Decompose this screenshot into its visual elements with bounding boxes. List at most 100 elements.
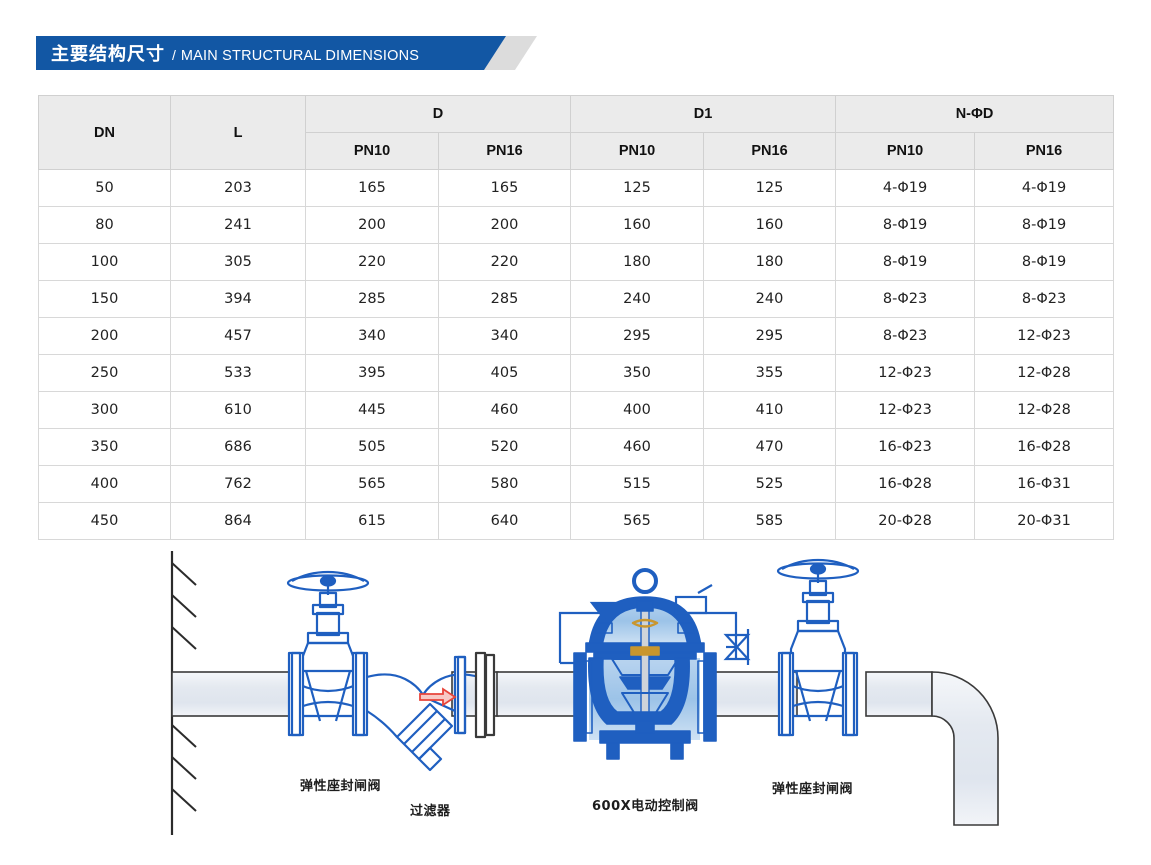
table-cell: 585 bbox=[703, 502, 837, 540]
table-cell: 200 bbox=[38, 317, 171, 355]
table-cell: 580 bbox=[437, 465, 572, 503]
table-cell: 410 bbox=[703, 391, 837, 429]
table-cell: 150 bbox=[38, 280, 171, 318]
table-cell: 762 bbox=[170, 465, 306, 503]
table-cell: 8-Φ23 bbox=[835, 280, 976, 318]
table-row: 350 686 505 520 460 470 16-Φ23 16-Φ28 bbox=[38, 428, 1115, 466]
subheader-nd-pn10: PN10 bbox=[835, 132, 976, 170]
table-cell: 445 bbox=[305, 391, 439, 429]
label-gate-valve-left: 弹性座封闸阀 bbox=[300, 779, 382, 794]
subheader-d-pn10: PN10 bbox=[305, 132, 439, 170]
banner-title-chinese: 主要结构尺寸 bbox=[51, 44, 165, 65]
table-cell: 16-Φ23 bbox=[835, 428, 976, 466]
section-banner: 主要结构尺寸 / MAIN STRUCTURAL DIMENSIONS bbox=[0, 36, 1151, 70]
table-cell: 8-Φ23 bbox=[974, 280, 1115, 318]
table-cell: 125 bbox=[570, 169, 705, 207]
table-cell: 8-Φ19 bbox=[974, 243, 1115, 281]
table-row: 150 394 285 285 240 240 8-Φ23 8-Φ23 bbox=[38, 280, 1115, 318]
table-header-row-sub: PN10 PN16 PN10 PN16 PN10 PN16 bbox=[39, 132, 1115, 170]
table-cell: 180 bbox=[703, 243, 837, 281]
table-row: 50 203 165 165 125 125 4-Φ19 4-Φ19 bbox=[38, 169, 1115, 207]
table-cell: 457 bbox=[170, 317, 306, 355]
table-cell: 515 bbox=[570, 465, 705, 503]
banner-separator: / bbox=[172, 47, 176, 63]
table-cell: 565 bbox=[570, 502, 705, 540]
table-cell: 400 bbox=[38, 465, 171, 503]
table-cell: 450 bbox=[38, 502, 171, 540]
table-cell: 125 bbox=[703, 169, 837, 207]
table-cell: 200 bbox=[437, 206, 572, 244]
table-cell: 4-Φ19 bbox=[974, 169, 1115, 207]
table-cell: 864 bbox=[170, 502, 306, 540]
table-cell: 165 bbox=[437, 169, 572, 207]
table-cell: 533 bbox=[170, 354, 306, 392]
table-body: 50 203 165 165 125 125 4-Φ19 4-Φ19 80 241 200 200 16… bbox=[38, 169, 1115, 540]
table-cell: 220 bbox=[305, 243, 439, 281]
table-cell: 12-Φ23 bbox=[835, 391, 976, 429]
subheader-nd-pn16: PN16 bbox=[974, 132, 1115, 170]
label-gate-valve-right: 弹性座封闸阀 bbox=[772, 782, 854, 797]
table-cell: 686 bbox=[170, 428, 306, 466]
table-cell: 640 bbox=[437, 502, 572, 540]
table-cell: 615 bbox=[305, 502, 439, 540]
table-cell: 525 bbox=[703, 465, 837, 503]
table-cell: 165 bbox=[305, 169, 439, 207]
gate-valve-left bbox=[286, 570, 370, 737]
dimensions-table: DN L D D1 N-ΦD PN10 PN16 PN10 PN16 PN10 … bbox=[38, 95, 1115, 540]
installation-diagram: 弹性座封闸阀 过滤器 600X电动控制阀 弹性座封闸阀 bbox=[0, 535, 1151, 860]
table-cell: 520 bbox=[437, 428, 572, 466]
table-cell: 8-Φ19 bbox=[974, 206, 1115, 244]
table-cell: 8-Φ23 bbox=[835, 317, 976, 355]
table-cell: 20-Φ28 bbox=[835, 502, 976, 540]
table-cell: 295 bbox=[570, 317, 705, 355]
table-cell: 394 bbox=[170, 280, 306, 318]
label-control-valve: 600X电动控制阀 bbox=[592, 799, 699, 814]
pipe-elbow bbox=[931, 671, 999, 826]
table-cell: 16-Φ28 bbox=[974, 428, 1115, 466]
col-header-dn: DN bbox=[38, 95, 171, 170]
table-cell: 285 bbox=[305, 280, 439, 318]
subheader-d-pn16: PN16 bbox=[437, 132, 572, 170]
banner-text-group: 主要结构尺寸 / MAIN STRUCTURAL DIMENSIONS bbox=[36, 40, 419, 66]
table-cell: 340 bbox=[305, 317, 439, 355]
pipe-run bbox=[171, 671, 933, 717]
subheader-d1-pn10: PN10 bbox=[570, 132, 705, 170]
banner-blue-bar: 主要结构尺寸 / MAIN STRUCTURAL DIMENSIONS bbox=[36, 36, 506, 70]
table-cell: 300 bbox=[38, 391, 171, 429]
table-row: 450 864 615 640 565 585 20-Φ28 20-Φ31 bbox=[38, 502, 1115, 540]
table-cell: 12-Φ28 bbox=[974, 391, 1115, 429]
table-cell: 285 bbox=[437, 280, 572, 318]
table-cell: 241 bbox=[170, 206, 306, 244]
table-cell: 350 bbox=[570, 354, 705, 392]
table-cell: 12-Φ23 bbox=[835, 354, 976, 392]
handwheel-left-icon bbox=[286, 570, 370, 595]
table-cell: 460 bbox=[570, 428, 705, 466]
table-cell: 340 bbox=[437, 317, 572, 355]
col-header-l: L bbox=[170, 95, 306, 170]
banner-title-english: MAIN STRUCTURAL DIMENSIONS bbox=[180, 48, 420, 64]
subheader-d1-pn16: PN16 bbox=[703, 132, 837, 170]
table-cell: 565 bbox=[305, 465, 439, 503]
table-cell: 50 bbox=[38, 169, 171, 207]
table-cell: 8-Φ19 bbox=[835, 206, 976, 244]
table-cell: 16-Φ31 bbox=[974, 465, 1115, 503]
table-cell: 305 bbox=[170, 243, 306, 281]
table-row: 300 610 445 460 400 410 12-Φ23 12-Φ28 bbox=[38, 391, 1115, 429]
table-cell: 160 bbox=[570, 206, 705, 244]
table-cell: 4-Φ19 bbox=[835, 169, 976, 207]
table-row: 250 533 395 405 350 355 12-Φ23 12-Φ28 bbox=[38, 354, 1115, 392]
table-cell: 160 bbox=[703, 206, 837, 244]
y-strainer bbox=[366, 651, 496, 772]
table-cell: 100 bbox=[38, 243, 171, 281]
col-header-d1: D1 bbox=[570, 95, 837, 133]
table-cell: 240 bbox=[703, 280, 837, 318]
table-cell: 250 bbox=[38, 354, 171, 392]
table-row: 100 305 220 220 180 180 8-Φ19 8-Φ19 bbox=[38, 243, 1115, 281]
flow-arrow-icon bbox=[419, 687, 457, 707]
handwheel-right-icon bbox=[776, 558, 860, 583]
table-cell: 350 bbox=[38, 428, 171, 466]
col-header-d: D bbox=[304, 95, 572, 133]
table-row: 200 457 340 340 295 295 8-Φ23 12-Φ23 bbox=[38, 317, 1115, 355]
table-cell: 20-Φ31 bbox=[974, 502, 1115, 540]
strainer-leg bbox=[395, 702, 454, 772]
